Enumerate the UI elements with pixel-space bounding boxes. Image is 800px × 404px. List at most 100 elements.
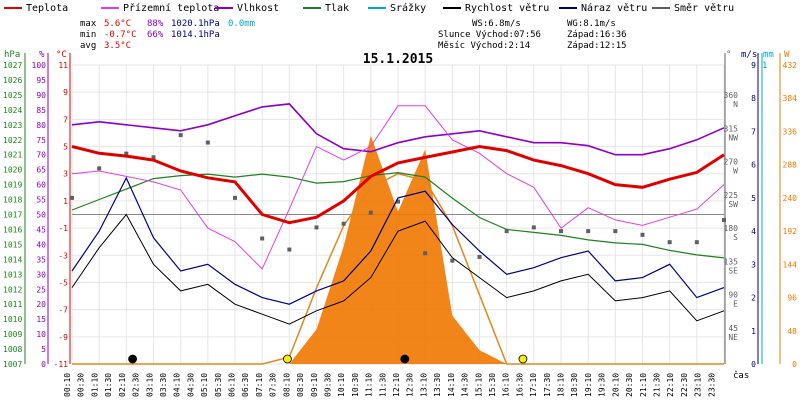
tick-hpa: 1018 — [3, 196, 22, 205]
series-smer-point — [178, 133, 183, 138]
tick-w: 288 — [783, 161, 798, 170]
axis-title-temp: °C — [56, 50, 67, 60]
series-smer-point — [423, 251, 428, 256]
tick-ms: 2 — [751, 294, 756, 303]
marker-moon-set — [400, 354, 410, 364]
tick-hum: 30 — [36, 270, 46, 279]
tick-ms: 0 — [751, 360, 756, 369]
time-label: 15:10 — [474, 373, 483, 397]
time-label: 05:30 — [214, 373, 223, 397]
time-label: 07:10 — [255, 373, 264, 397]
stat-avg-temp: 3.5°C — [104, 41, 131, 51]
tick-hpa: 1008 — [3, 345, 22, 354]
tick-w: 240 — [783, 194, 798, 203]
tick-temp: 9 — [63, 88, 68, 97]
series-smer-point — [260, 236, 265, 241]
series-smer-point — [722, 218, 726, 223]
tick-dir-name: S — [733, 233, 738, 242]
time-label: 17:30 — [543, 373, 552, 397]
tick-hpa: 1015 — [3, 240, 22, 249]
time-label: 18:10 — [557, 373, 566, 397]
legend-rychlost-vetru: Rychlost větru — [465, 2, 549, 14]
tick-w: 336 — [783, 127, 798, 136]
tick-hpa: 1009 — [3, 330, 22, 339]
tick-hpa: 1014 — [3, 255, 22, 264]
time-label: 19:30 — [598, 373, 607, 397]
tick-temp: 3 — [63, 170, 68, 179]
time-label: 05:10 — [200, 373, 209, 397]
info-sun-set: Západ:16:36 — [567, 30, 627, 40]
tick-temp: 11 — [58, 61, 68, 70]
tick-w: 96 — [787, 294, 797, 303]
tick-dir-deg: 180 — [724, 224, 739, 233]
tick-hum: 75 — [36, 136, 46, 145]
time-label: 00:30 — [77, 373, 86, 397]
series-naraz-vetru — [71, 176, 725, 305]
legend-tlak: Tlak — [325, 3, 349, 14]
tick-dir-deg: 45 — [728, 324, 738, 333]
stat-min-press: 1014.1hPa — [171, 30, 220, 40]
series-smer-point — [97, 166, 102, 171]
tick-temp: -3 — [58, 251, 68, 260]
time-label: 22:10 — [666, 373, 675, 397]
series-smer-point — [640, 232, 645, 237]
tick-temp: 7 — [63, 115, 68, 124]
time-label: 13:10 — [419, 373, 428, 397]
tick-hpa: 1013 — [3, 270, 22, 279]
tick-dir-name: NW — [728, 133, 738, 142]
time-label: 12:10 — [392, 373, 401, 397]
series-smer-point — [151, 155, 156, 160]
time-label: 00:10 — [63, 373, 72, 397]
stat-max-rain: 0.0mm — [228, 19, 255, 29]
tick-temp: -11 — [54, 360, 69, 369]
time-label: 16:10 — [502, 373, 511, 397]
tick-dir-name: SE — [728, 266, 738, 275]
series-teplota — [71, 144, 725, 225]
time-label: 10:10 — [337, 373, 346, 397]
tick-hpa: 1010 — [3, 315, 22, 324]
tick-hpa: 1007 — [3, 360, 22, 369]
tick-dir-name: N — [733, 100, 738, 109]
tick-dir-deg: 225 — [724, 191, 739, 200]
stat-max-label: max — [80, 19, 97, 29]
legend-naraz-vetru: Náraz větru — [581, 2, 647, 14]
tick-ms: 5 — [751, 194, 756, 203]
tick-hpa: 1021 — [3, 151, 22, 160]
stats-block: max 5.6°C 88% 1020.1hPa 0.0mm min -0.7°C… — [80, 19, 255, 51]
time-label: 18:30 — [570, 373, 579, 397]
tick-hum: 5 — [41, 345, 46, 354]
tick-hum: 100 — [32, 61, 47, 70]
tick-hum: 20 — [36, 300, 46, 309]
series-tlak — [71, 171, 725, 259]
stat-min-label: min — [80, 30, 96, 40]
time-label: 21:10 — [639, 373, 648, 397]
tick-ms: 6 — [751, 161, 756, 170]
tick-hum: 80 — [36, 121, 46, 130]
tick-hum: 90 — [36, 91, 46, 100]
tick-temp: 5 — [63, 143, 68, 152]
tick-temp: 1 — [63, 197, 68, 206]
tick-w: 192 — [783, 227, 798, 236]
time-label: 21:30 — [652, 373, 661, 397]
time-label: 23:30 — [707, 373, 716, 397]
series-smer-point — [314, 225, 319, 230]
series-smer-point — [124, 151, 129, 156]
time-label: 22:30 — [680, 373, 689, 397]
time-label: 04:10 — [173, 373, 182, 397]
tick-dir-name: E — [733, 300, 738, 309]
stat-avg-label: avg — [80, 41, 96, 51]
series-smer-point — [613, 229, 618, 234]
x-axis-label: čas — [733, 370, 749, 381]
time-labels: 00:10 00:30 01:10 01:30 02:10 02:30 03:10 03:30… — [63, 373, 716, 397]
series-smer-point — [368, 210, 373, 215]
tick-temp: -9 — [58, 333, 68, 342]
series-vlhkost — [71, 103, 725, 156]
series-solar-area — [72, 135, 724, 364]
series-layer — [70, 103, 726, 365]
tick-hum: 70 — [36, 151, 46, 160]
tick-hum: 50 — [36, 211, 46, 220]
legend-prizemni-teplota: Přízemní teplota — [123, 2, 219, 14]
axis-title-w: W — [784, 50, 790, 60]
tick-hum: 0 — [41, 360, 46, 369]
tick-hum: 55 — [36, 196, 46, 205]
